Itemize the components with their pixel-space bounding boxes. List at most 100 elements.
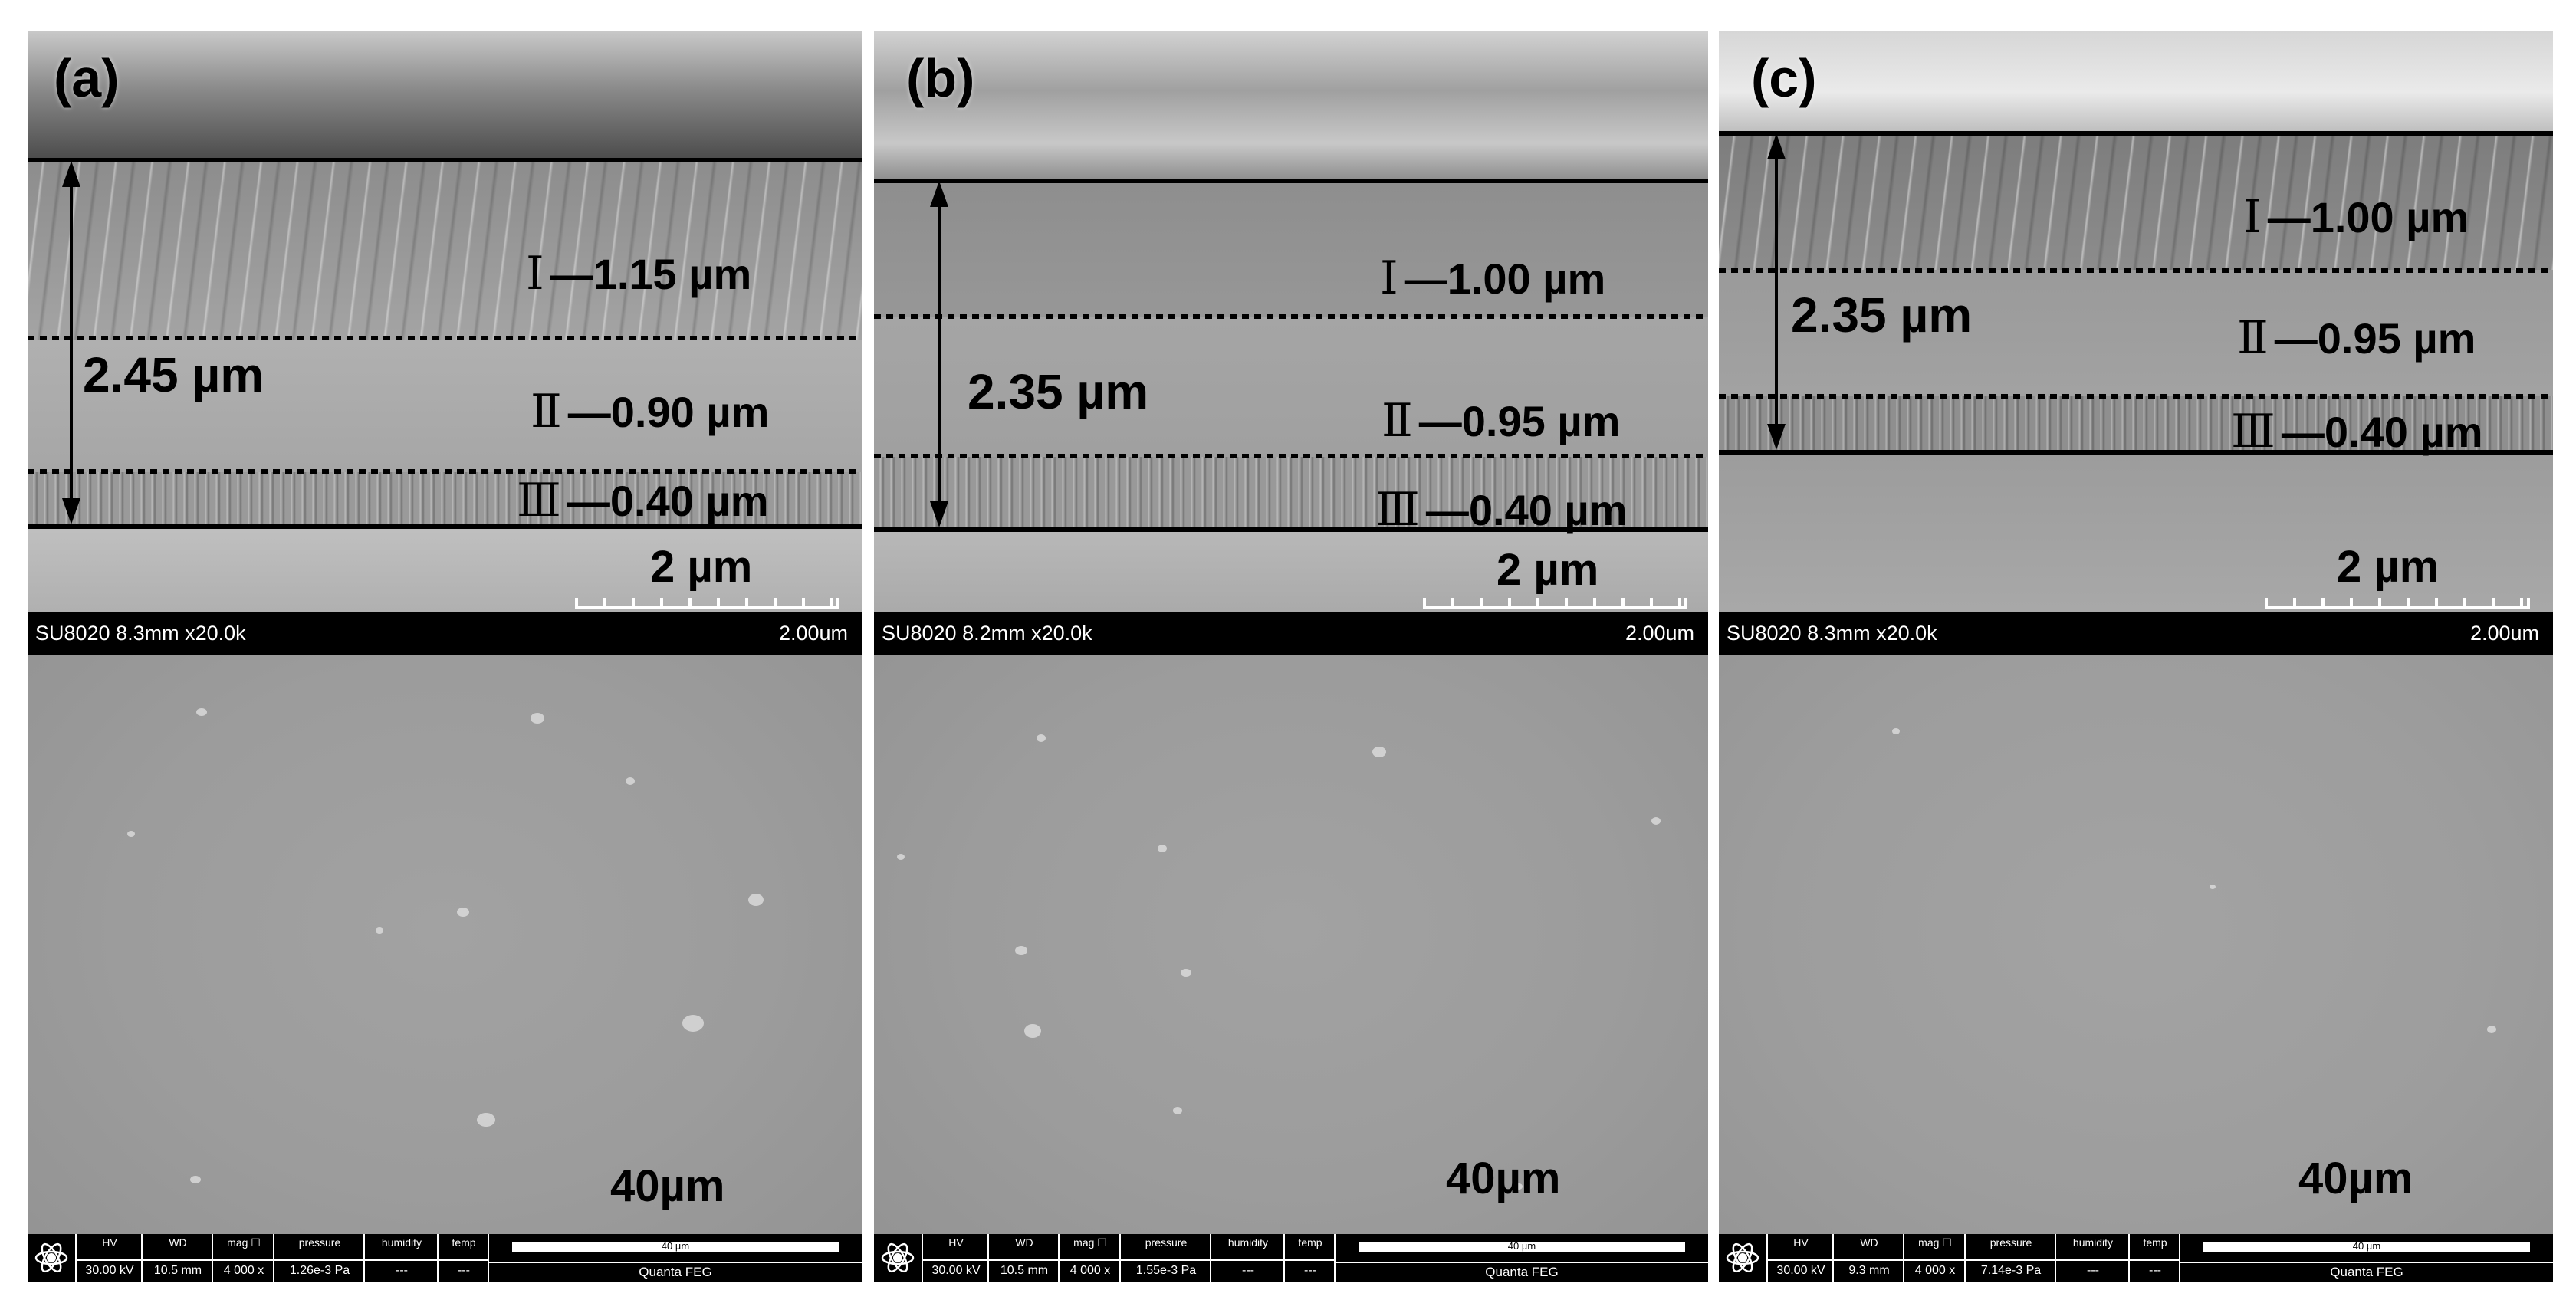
- fei-logo-icon: [877, 1237, 918, 1279]
- layer-1-roman: Ⅰ: [2243, 190, 2262, 244]
- boundary-2-3: [1719, 394, 2553, 399]
- layer-1-label: Ⅰ —1.00 µm: [2243, 190, 2469, 244]
- sample-surface-region: [874, 31, 1708, 181]
- surface-particle: [1372, 747, 1386, 757]
- sem-metadata-bar: HV 30.00 kV WD 10.5 mm mag ☐ 4 000 x pressu…: [28, 1234, 862, 1282]
- surface-particle: [1024, 1024, 1041, 1038]
- cross-section-scale-bar: [2265, 598, 2530, 609]
- surface-particle: [1158, 845, 1167, 852]
- layer-3: [1719, 396, 2553, 452]
- scale-bar-value: 2.00um: [778, 622, 848, 645]
- surface-particle: [1173, 1107, 1182, 1114]
- meta-temp: temp ---: [1283, 1234, 1336, 1282]
- cross-section-scale-label: 2 µm: [2337, 542, 2440, 592]
- surface-particle: [1515, 1183, 1523, 1190]
- scale-bar-value: 2.00um: [1625, 622, 1694, 645]
- meta-mag: mag ☐ 4 000 x: [1903, 1234, 1966, 1282]
- layer-1-value: 1.15 µm: [593, 250, 752, 298]
- cross-section-image: (b) 2.35 µm Ⅰ —1.00 µm Ⅱ —0.95 µm Ⅲ —0.40 µ…: [874, 31, 1708, 612]
- substrate-region: [28, 526, 862, 612]
- meta-pressure: pressure 1.26e-3 Pa: [273, 1234, 365, 1282]
- total-thickness-label: 2.35 µm: [968, 364, 1149, 419]
- surface-particle: [748, 894, 764, 906]
- cross-section-scale-bar: [1423, 598, 1687, 609]
- cross-section-info-bar: SU8020 8.3mm x20.0k 2.00um: [1719, 612, 2553, 655]
- fei-logo-icon: [1722, 1237, 1763, 1279]
- meta-scale-section: 40 µm Quanta FEG: [488, 1234, 862, 1282]
- meta-pressure: pressure 1.55e-3 Pa: [1119, 1234, 1211, 1282]
- bottom-boundary-line: [874, 527, 1708, 532]
- layer-2-label: Ⅱ —0.90 µm: [531, 385, 770, 438]
- scale-bar-value: 2.00um: [2469, 622, 2539, 645]
- surface-image: 40µm: [28, 655, 862, 1265]
- layer-3-value: 0.40 µm: [2324, 408, 2483, 456]
- meta-wd: WD 10.5 mm: [987, 1234, 1060, 1282]
- layer-2: [1719, 270, 2553, 396]
- sample-surface-region: [1719, 31, 2553, 133]
- cross-section-info-bar: SU8020 8.3mm x20.0k 2.00um: [28, 612, 862, 655]
- boundary-2-3: [874, 454, 1708, 458]
- thickness-arrow: [1765, 133, 1788, 450]
- layer-3: [874, 457, 1708, 527]
- surface-image: 40µm: [1719, 655, 2553, 1265]
- surface-particle: [477, 1113, 495, 1127]
- instrument-info: SU8020 8.3mm x20.0k: [1727, 622, 1937, 645]
- panel-label: (c): [1751, 48, 1817, 108]
- meta-temp: temp ---: [437, 1234, 489, 1282]
- layer-2-label: Ⅱ —0.95 µm: [2237, 311, 2476, 365]
- surface-particle: [457, 908, 469, 917]
- surface-scale-bar-text: 40 µm: [1507, 1240, 1536, 1252]
- meta-hv: HV 30.00 kV: [922, 1234, 989, 1282]
- surface-particle: [897, 854, 905, 860]
- layer-1: [874, 181, 1708, 317]
- instrument-name: Quanta FEG: [2180, 1262, 2553, 1280]
- surface-particle: [190, 1176, 201, 1183]
- layer-2: [874, 317, 1708, 457]
- layer-1: [28, 162, 862, 340]
- layer-3-value: 0.40 µm: [1468, 486, 1628, 534]
- layer-1-roman: Ⅰ: [526, 247, 544, 300]
- layer-3-roman: Ⅲ: [2231, 405, 2275, 458]
- layer-1: [1719, 133, 2553, 270]
- surface-particle: [531, 713, 544, 724]
- surface-scale-bar-text: 40 µm: [2352, 1240, 2381, 1252]
- surface-particle: [1015, 946, 1027, 955]
- layer-1-value: 1.00 µm: [1447, 254, 1606, 303]
- meta-hv: HV 30.00 kV: [75, 1234, 143, 1282]
- sample-surface-region: [28, 31, 862, 161]
- layer-3-label: Ⅲ —0.40 µm: [2231, 405, 2483, 458]
- surface-scale-label: 40µm: [610, 1161, 725, 1211]
- bottom-boundary-line: [1719, 450, 2553, 455]
- meta-scale-section: 40 µm Quanta FEG: [1334, 1234, 1708, 1282]
- sem-metadata-bar: HV 30.00 kV WD 10.5 mm mag ☐ 4 000 x pressu…: [874, 1234, 1708, 1282]
- substrate-region: [1719, 452, 2553, 612]
- layer-2-roman: Ⅱ: [2237, 311, 2269, 365]
- instrument-info: SU8020 8.2mm x20.0k: [882, 622, 1092, 645]
- surface-particle: [1651, 817, 1661, 825]
- meta-mag: mag ☐ 4 000 x: [1058, 1234, 1121, 1282]
- meta-hv: HV 30.00 kV: [1766, 1234, 1834, 1282]
- layer-3-roman: Ⅲ: [1375, 483, 1420, 537]
- surface-particle: [1892, 728, 1900, 734]
- layer-3-roman: Ⅲ: [517, 474, 561, 527]
- fei-logo-icon: [31, 1237, 72, 1279]
- top-boundary-line: [1719, 131, 2553, 136]
- meta-humidity: humidity ---: [1210, 1234, 1285, 1282]
- layer-3-label: Ⅲ —0.40 µm: [1375, 483, 1628, 537]
- cross-section-image: (a) 2.45 µm Ⅰ —1.15 µm Ⅱ —0.90 µm Ⅲ —0.40 µ…: [28, 31, 862, 612]
- meta-scale-section: 40 µm Quanta FEG: [2179, 1234, 2553, 1282]
- surface-image: 40µm: [874, 655, 1708, 1265]
- cross-section-scale-bar: [575, 598, 839, 609]
- panel-label: (b): [906, 48, 975, 108]
- boundary-2-3: [28, 469, 862, 474]
- total-thickness-label: 2.45 µm: [83, 347, 264, 402]
- boundary-1-2: [1719, 268, 2553, 273]
- layer-2-value: 0.90 µm: [610, 388, 770, 436]
- surface-particle: [127, 831, 135, 837]
- cross-section-scale-label: 2 µm: [1497, 545, 1599, 595]
- panel-a: (a) 2.45 µm Ⅰ —1.15 µm Ⅱ —0.90 µm Ⅲ —0.40 µ…: [28, 31, 862, 1282]
- top-boundary-line: [28, 158, 862, 162]
- surface-particle: [196, 708, 207, 716]
- cross-section-image: (c) 2.35 µm Ⅰ —1.00 µm Ⅱ —0.95 µm Ⅲ —0.40 µ…: [1719, 31, 2553, 612]
- cross-section-scale-label: 2 µm: [650, 542, 753, 592]
